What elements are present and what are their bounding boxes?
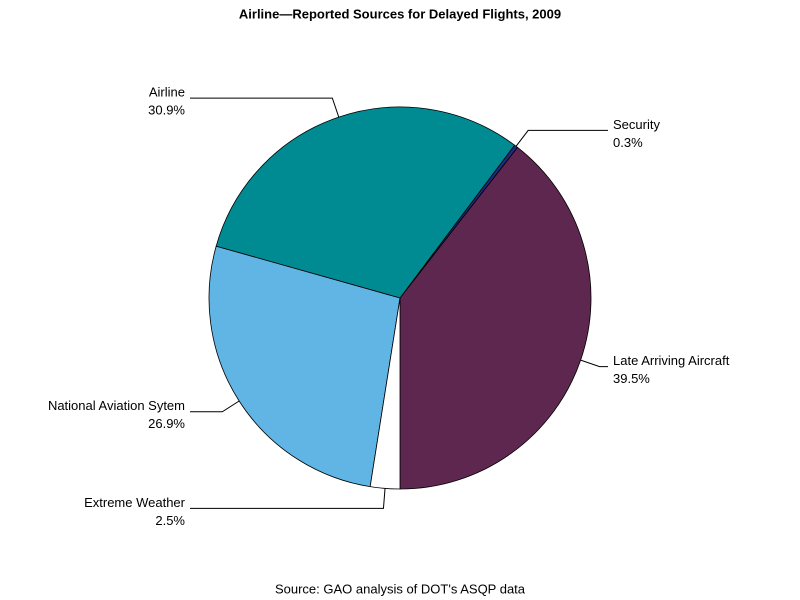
leader-line bbox=[580, 359, 608, 368]
leader-line bbox=[190, 97, 340, 118]
slice-label: Late Arriving Aircraft bbox=[613, 353, 730, 368]
slice-label: Airline bbox=[149, 85, 185, 100]
leader-line bbox=[515, 129, 608, 147]
slice-value-label: 26.9% bbox=[148, 416, 185, 431]
leader-line bbox=[190, 488, 386, 509]
slice-label: Security bbox=[613, 117, 660, 132]
slice-value-label: 0.3% bbox=[613, 135, 643, 150]
slice-value-label: 2.5% bbox=[155, 513, 185, 528]
pie-slice bbox=[208, 245, 401, 488]
source-note: Source: GAO analysis of DOT's ASQP data bbox=[275, 581, 526, 596]
pie-slice bbox=[369, 297, 401, 490]
chart-title: Airline—Reported Sources for Delayed Fli… bbox=[239, 6, 561, 21]
pie-slice bbox=[215, 106, 516, 299]
slice-label: National Aviation Sytem bbox=[48, 398, 185, 413]
leader-line bbox=[190, 400, 240, 413]
slice-label: Extreme Weather bbox=[84, 495, 186, 510]
slice-value-label: 30.9% bbox=[148, 103, 185, 118]
slice-value-label: 39.5% bbox=[613, 371, 650, 386]
